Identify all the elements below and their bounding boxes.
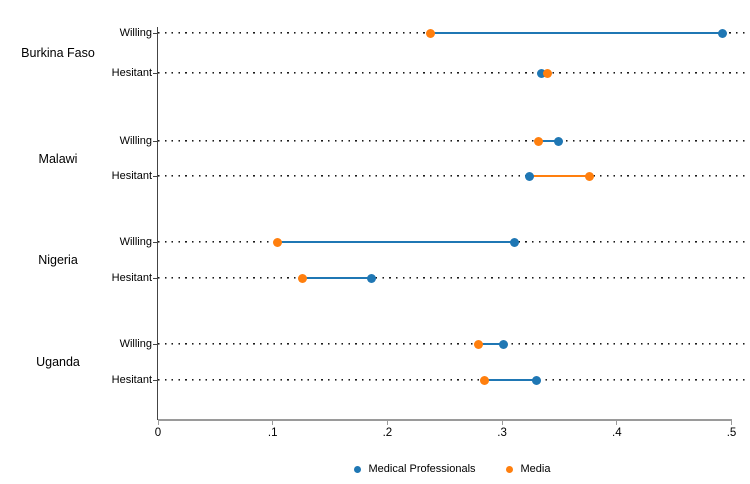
dumbbell-connector: [478, 343, 504, 345]
row-dotted-line: [158, 379, 748, 381]
country-label: Malawi: [38, 151, 78, 166]
x-axis-tick: [616, 419, 618, 425]
medical-professionals-dot: [525, 171, 535, 181]
country-label: Burkina Faso: [21, 46, 95, 60]
dumbbell-connector: [430, 32, 723, 34]
row-label: Hesitant: [111, 374, 152, 386]
dumbbell-connector: [529, 175, 590, 177]
x-axis-tick: [272, 419, 274, 425]
row-dotted-line: [158, 175, 748, 177]
row-label: Willing: [119, 338, 152, 350]
y-axis-row-tick: [153, 32, 157, 34]
y-axis-row-tick: [153, 277, 157, 279]
y-axis-row-tick: [153, 343, 157, 345]
row-label: Willing: [119, 236, 152, 248]
dumbbell-connector: [277, 241, 515, 243]
row-label: Willing: [119, 135, 152, 147]
row-label: Hesitant: [111, 272, 152, 284]
country-label: Uganda: [36, 355, 80, 369]
row-label: Hesitant: [111, 170, 152, 182]
media-dot: [272, 237, 282, 247]
x-axis-tick: [386, 419, 388, 425]
medical-professionals-dot: [498, 339, 508, 349]
legend-item-medical-professionals: Medical Professionals: [353, 463, 476, 475]
dumbbell-connector: [484, 379, 537, 381]
x-axis-tick-label: .5: [726, 427, 737, 439]
row-label: Hesitant: [111, 67, 152, 79]
dumbbell-connector: [538, 140, 559, 142]
media-dot: [534, 136, 544, 146]
row-label: Willing: [119, 27, 152, 39]
medical-professionals-dot: [510, 237, 520, 247]
legend: Medical Professionals Media: [158, 461, 746, 477]
y-axis-row-tick: [153, 241, 157, 243]
medical-professionals-dot: [553, 136, 563, 146]
row-dotted-line: [158, 72, 748, 74]
media-dot: [298, 273, 308, 283]
medical-professionals-dot: [536, 68, 546, 78]
y-axis-row-tick: [153, 140, 157, 142]
row-dotted-line: [158, 277, 748, 279]
media-dot: [543, 68, 553, 78]
medical-professionals-dot-icon: [353, 465, 361, 473]
dumbbell-connector: [302, 277, 372, 279]
medical-professionals-dot: [717, 28, 727, 38]
y-axis-row-tick: [153, 72, 157, 74]
y-axis-line: [157, 27, 158, 420]
medical-professionals-dot: [532, 375, 541, 385]
x-axis-line: [158, 419, 732, 421]
y-axis-row-tick: [153, 175, 157, 177]
x-axis-tick: [501, 419, 503, 425]
media-dot: [480, 375, 490, 385]
country-label: Nigeria: [38, 253, 78, 267]
row-dotted-line: [158, 140, 748, 142]
x-axis-tick: [157, 419, 159, 425]
x-axis-tick-label: .2: [382, 427, 393, 439]
x-axis-tick-label: .1: [267, 427, 278, 439]
legend-item-media: Media: [505, 463, 551, 475]
row-dotted-line: [158, 343, 748, 345]
media-dot: [426, 28, 436, 38]
media-dot-icon: [505, 465, 513, 473]
medical-professionals-dot: [366, 273, 376, 283]
x-axis-tick-label: 0: [154, 427, 162, 439]
media-dot: [584, 171, 594, 181]
x-axis-tick-label: .3: [497, 427, 507, 439]
media-dot: [473, 339, 483, 349]
y-axis-row-tick: [153, 379, 157, 381]
x-axis-tick-label: .4: [612, 427, 622, 439]
legend-label-media: Media: [520, 463, 551, 475]
x-axis-tick: [731, 419, 732, 425]
legend-label-medical-professionals: Medical Professionals: [368, 463, 476, 475]
